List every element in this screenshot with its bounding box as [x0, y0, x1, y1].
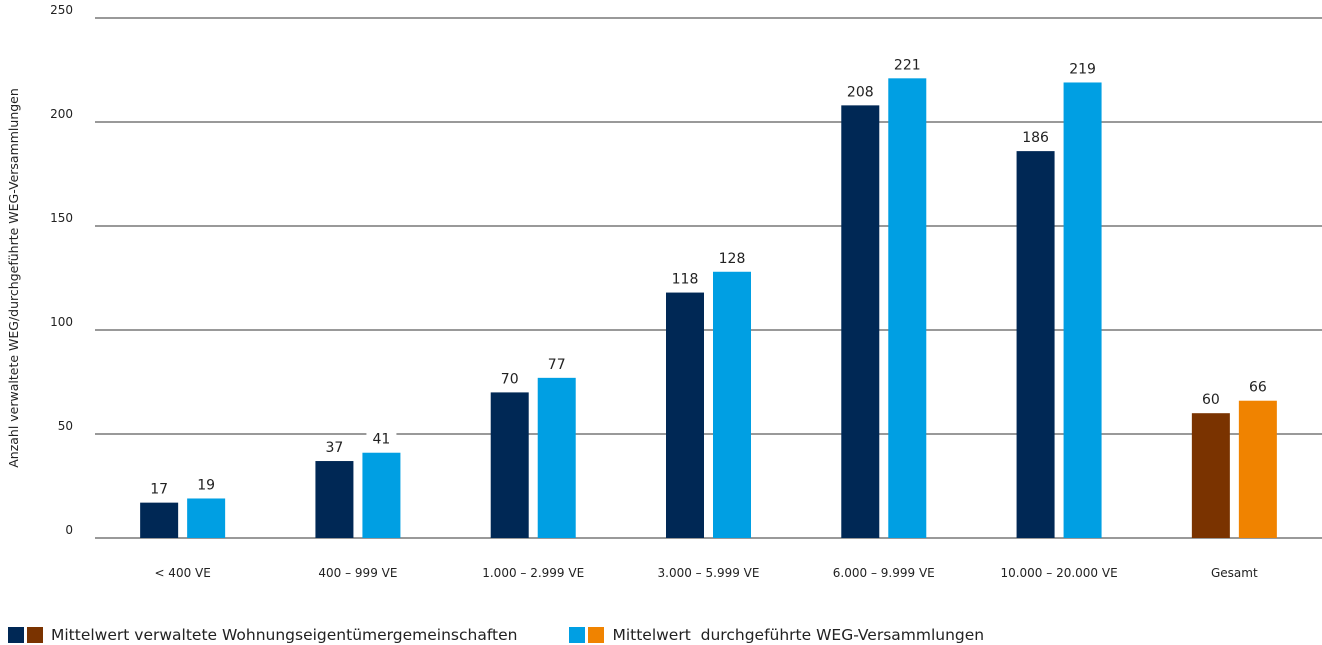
x-tick-label: 1.000 – 2.999 VE — [482, 566, 584, 580]
data-label: 60 — [1202, 392, 1220, 408]
bar — [362, 452, 401, 538]
category-group: 118 128 — [665, 245, 752, 538]
data-label: 221 — [894, 57, 921, 73]
data-label-bg — [1063, 56, 1103, 79]
data-label-bg — [191, 472, 222, 495]
data-label-bg — [144, 476, 175, 499]
data-label-bg — [1242, 374, 1273, 397]
category-group: 70 77 — [490, 351, 576, 538]
y-axis-label: Anzahl verwaltete WEG/durchgeführte WEG-… — [6, 88, 21, 468]
y-tick-label: 100 — [50, 315, 73, 329]
legend-swatch-light-blue — [569, 627, 586, 643]
legend-swatch-brown — [27, 627, 43, 643]
x-tick-label: 6.000 – 9.999 VE — [833, 566, 935, 580]
legend-swatch-orange — [588, 627, 605, 643]
data-label: 41 — [373, 432, 391, 448]
x-tick-label: < 400 VE — [154, 566, 210, 580]
data-label: 118 — [672, 272, 699, 288]
y-tick-label: 150 — [50, 211, 73, 225]
y-tick-label: 50 — [58, 419, 73, 433]
data-label: 219 — [1069, 61, 1096, 77]
data-label-bg — [712, 245, 752, 268]
x-tick-label: 400 – 999 VE — [318, 566, 397, 580]
legend-label-verwaltete-weg: Mittelwert verwaltete Wohnungseigentümer… — [51, 626, 518, 644]
data-label-bg — [366, 426, 397, 449]
data-label-bg — [840, 79, 880, 102]
bar — [888, 78, 927, 538]
y-tick-label: 200 — [50, 107, 73, 121]
x-tick-label: 3.000 – 5.999 VE — [658, 566, 760, 580]
data-label-bg — [887, 52, 927, 75]
bar — [490, 392, 529, 538]
data-label-bg — [1016, 125, 1056, 148]
data-label: 19 — [197, 477, 215, 493]
legend-item-weg-versammlungen: Mittelwert durchgeführte WEG-Versammlung… — [569, 626, 984, 644]
category-group: 60 66 — [1191, 374, 1277, 538]
bar — [187, 498, 226, 538]
data-label: 17 — [150, 482, 168, 498]
data-label-bg — [665, 266, 705, 289]
category-group: 37 41 — [315, 426, 401, 538]
grid-lines — [95, 17, 1322, 539]
bar — [666, 292, 704, 538]
data-label: 77 — [548, 357, 566, 373]
data-label-bg — [494, 366, 525, 389]
data-label-bg — [319, 435, 350, 458]
category-group: 208 221 — [840, 52, 927, 539]
x-tick-label: 10.000 – 20.000 VE — [1000, 566, 1117, 580]
category-group: 186 219 — [1016, 56, 1103, 538]
bar-chart: 0 50 100 150 200 250 Anzahl verwaltete WEG/du… — [6, 3, 1322, 580]
x-tick-label: Gesamt — [1211, 566, 1258, 580]
bar — [1191, 413, 1230, 538]
bar — [1016, 151, 1055, 538]
bar — [1063, 82, 1102, 538]
legend-item-verwaltete-weg: Mittelwert verwaltete Wohnungseigentümer… — [8, 626, 517, 644]
y-axis-ticks: 0 50 100 150 200 250 — [50, 3, 73, 537]
legend: Mittelwert verwaltete Wohnungseigentümer… — [8, 625, 984, 645]
data-label: 186 — [1022, 130, 1049, 146]
data-label: 66 — [1249, 380, 1267, 396]
bar — [315, 461, 354, 538]
data-label: 37 — [326, 440, 344, 456]
bar — [713, 271, 751, 538]
y-tick-label: 250 — [50, 3, 73, 17]
bar — [1238, 400, 1277, 538]
category-group: 17 19 — [140, 472, 226, 538]
data-label: 128 — [719, 251, 746, 267]
bar — [140, 502, 179, 538]
x-axis-ticks: < 400 VE 400 – 999 VE 1.000 – 2.999 VE 3.00… — [154, 566, 1258, 580]
data-label: 208 — [847, 84, 874, 100]
data-label-bg — [1195, 387, 1226, 410]
y-tick-label: 0 — [65, 523, 73, 537]
legend-swatch-dark-blue — [8, 627, 24, 643]
data-label: 70 — [501, 371, 519, 387]
bar — [841, 105, 880, 539]
legend-label-weg-versammlungen: Mittelwert durchgeführte WEG-Versammlung… — [612, 626, 985, 644]
data-label-bg — [541, 351, 572, 374]
bar — [537, 377, 576, 538]
